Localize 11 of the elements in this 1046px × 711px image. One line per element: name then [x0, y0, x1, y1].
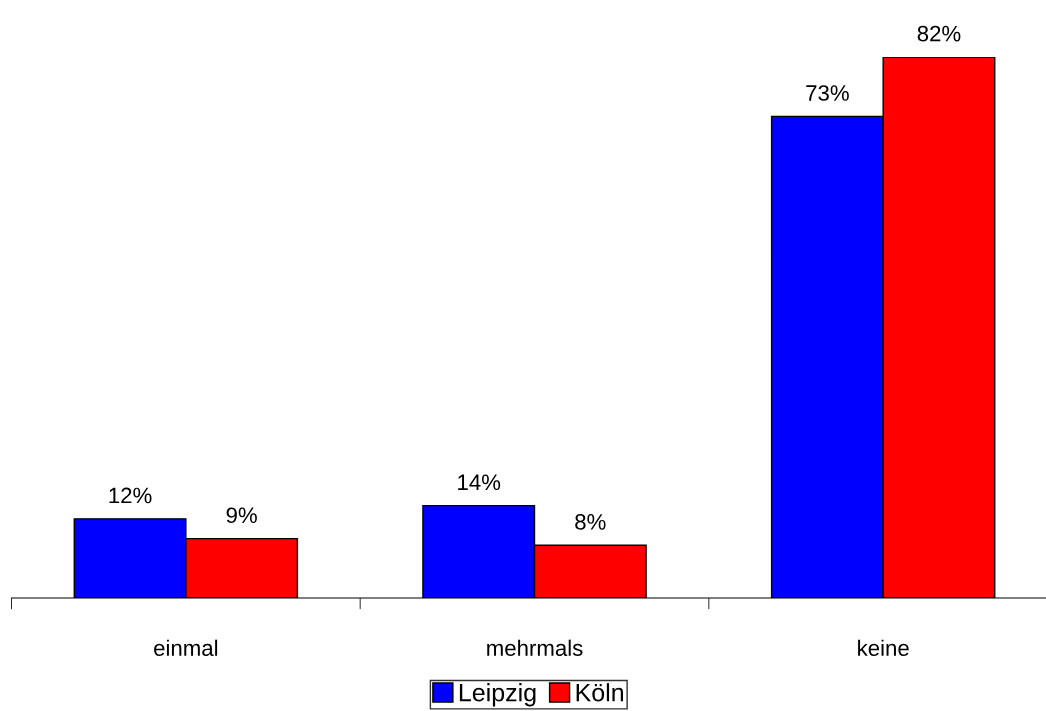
x-tick-label: mehrmals [487, 639, 583, 656]
legend-label: Köln [576, 683, 624, 702]
x-tick-label: keine [858, 639, 909, 656]
data-label: 8% [575, 513, 606, 530]
legend-label: Leipzig [459, 683, 536, 707]
data-label: 73% [806, 85, 849, 101]
data-label: 82% [917, 25, 961, 42]
x-tick-label: einmal [154, 639, 218, 656]
data-label: 14% [458, 474, 501, 491]
data-label: 9% [226, 507, 257, 524]
data-label: 12% [109, 487, 152, 504]
